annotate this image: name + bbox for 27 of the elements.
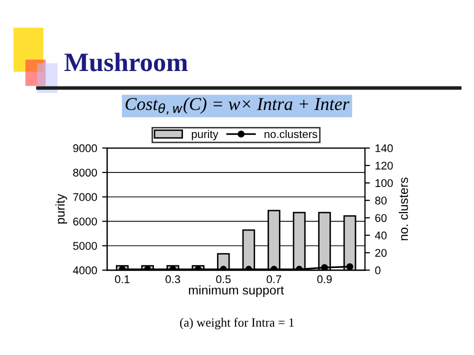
x-tick-label: 0.3 (166, 275, 180, 284)
y-tick-label: 5000 (73, 242, 97, 250)
y2-tick-label: 60 (375, 214, 387, 222)
y2-tick-label: 100 (376, 179, 393, 188)
y-axis-title: purity (55, 194, 68, 224)
y2-tick-label: 0 (375, 266, 380, 274)
x-axis-title: minimum support (188, 285, 284, 298)
y-tick-label: 8000 (73, 168, 97, 177)
x-tick-label: 0.7 (266, 275, 282, 284)
text: (a) weight for Intra = 1 (180, 318, 294, 330)
x-tick-label: 0.5 (216, 275, 231, 284)
legend-label: no.clusters (264, 130, 318, 138)
y2-tick-label: 120 (376, 162, 393, 170)
y-tick-label: 9000 (73, 144, 97, 152)
legend-label: purity (192, 130, 218, 140)
y-tick-label: 7000 (73, 193, 97, 202)
x-tick-label: 0.1 (115, 275, 130, 284)
y2-tick-label: 40 (374, 232, 387, 240)
y2-tick-label: 20 (375, 248, 387, 257)
y-tick-label: 4000 (72, 266, 97, 274)
chart-subtitle: Cost$_{θ,w}$(C) = w× Intra + Inter (126, 97, 350, 114)
chart-title: Mushroom (64, 52, 188, 72)
y2-axis-title: no. clusters (398, 178, 408, 240)
y-tick-label: 6000 (73, 218, 97, 226)
x-tick-label: 0.9 (317, 275, 332, 284)
y2-tick-label: 80 (375, 196, 387, 205)
y2-tick-label: 140 (376, 144, 393, 152)
